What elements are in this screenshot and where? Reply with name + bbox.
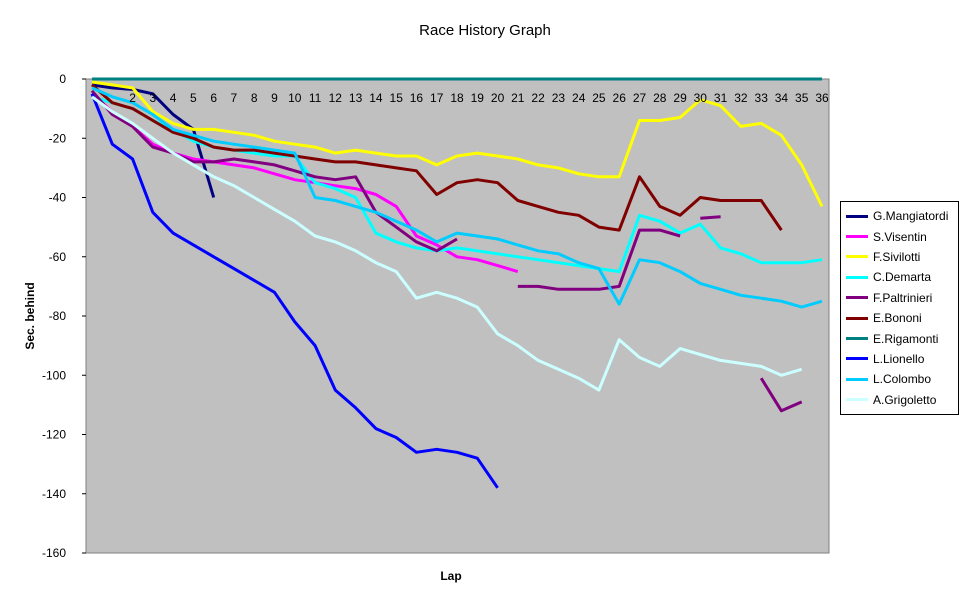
x-tick-label: 17: [430, 91, 444, 105]
legend-label: E.Rigamonti: [873, 331, 939, 346]
legend-item: C.Demarta: [841, 267, 958, 287]
series-layer: [90, 77, 824, 489]
legend-item: G.Mangiatordi: [841, 206, 958, 226]
series-line-l-lionello: [90, 93, 499, 489]
x-tick-label: 34: [775, 91, 789, 105]
x-tick-label: 27: [633, 91, 647, 105]
y-tick-label: -20: [49, 131, 67, 145]
series-line-f-paltrinieri-seg-1: [517, 228, 681, 291]
x-tick-label: 22: [531, 91, 545, 105]
series-line-f-sivilotti: [91, 80, 824, 208]
x-tick-label: 12: [329, 91, 343, 105]
legend-swatch: [846, 398, 868, 402]
legend-label: F.Sivilotti: [873, 249, 921, 264]
legend-label: L.Colombo: [873, 372, 932, 387]
y-tick-label: -80: [49, 309, 67, 323]
legend-swatch: [846, 235, 868, 239]
y-tick-label: 0: [59, 72, 66, 86]
series-line-l-colombo: [91, 86, 823, 309]
y-tick-label: -60: [49, 250, 67, 264]
x-tick-label: 18: [450, 91, 464, 105]
legend-label: S.Visentin: [873, 229, 927, 244]
legend-swatch: [846, 214, 868, 218]
legend-item: S.Visentin: [841, 226, 958, 246]
legend-item: F.Paltrinieri: [841, 288, 958, 308]
x-tick-label: 11: [309, 91, 322, 105]
x-tick-label: 15: [390, 91, 404, 105]
x-tick-label: 3: [149, 91, 156, 105]
legend-item: E.Rigamonti: [841, 328, 958, 348]
y-tick-label: -160: [42, 546, 66, 560]
x-tick-label: 7: [231, 91, 238, 105]
x-tick-label: 16: [410, 91, 424, 105]
x-tick-label: 35: [795, 91, 809, 105]
y-tick-label: -120: [42, 428, 66, 442]
x-tick-label: 4: [170, 91, 177, 105]
x-tick-label: 9: [271, 91, 278, 105]
series-line-f-paltrinieri-seg-3: [759, 377, 803, 413]
legend-item: F.Sivilotti: [841, 247, 958, 267]
legend-swatch: [846, 357, 868, 361]
x-tick-label: 6: [210, 91, 217, 105]
x-tick-label: 26: [613, 91, 627, 105]
y-axis-label: Sec. behind: [23, 282, 37, 349]
x-tick-label: 33: [755, 91, 769, 105]
legend-swatch: [846, 316, 868, 320]
chart-title: Race History Graph: [419, 22, 551, 39]
x-tick-label: 19: [471, 91, 485, 105]
legend-item: L.Colombo: [841, 369, 958, 389]
x-tick-label: 31: [714, 91, 728, 105]
legend-label: E.Bononi: [873, 311, 922, 326]
x-tick-label: 25: [592, 91, 606, 105]
x-tick-labels: 2 3 4 5 6 7 8 9 10 11 12 13 14 15 16 17 18 19 20 21 22 23 24 25…: [129, 91, 829, 105]
x-tick-label: 32: [734, 91, 748, 105]
series-line-f-paltrinieri-seg-0: [90, 89, 458, 253]
legend-item: A.Grigoletto: [841, 390, 958, 410]
x-tick-label: 8: [251, 91, 258, 105]
legend-label: L.Lionello: [873, 351, 925, 366]
x-tick-label: 5: [190, 91, 197, 105]
x-axis-label: Lap: [440, 569, 461, 583]
x-tick-label: 2: [129, 91, 136, 105]
legend-swatch: [846, 255, 868, 259]
legend-swatch: [846, 377, 868, 381]
legend-swatch: [846, 275, 868, 279]
legend-item: L.Lionello: [841, 349, 958, 369]
legend-label: A.Grigoletto: [873, 392, 937, 407]
x-tick-label: 36: [815, 91, 829, 105]
legend-label: G.Mangiatordi: [873, 209, 949, 224]
legend: G.Mangiatordi S.Visentin F.Sivilotti C.Dema…: [840, 201, 959, 415]
y-tick-label: -140: [42, 487, 66, 501]
x-tick-label: 30: [694, 91, 708, 105]
x-tick-label: 10: [288, 91, 302, 105]
legend-swatch: [846, 337, 868, 341]
x-tick-label: 13: [349, 91, 363, 105]
y-tick-label: -100: [42, 368, 66, 382]
x-tick-label: 21: [511, 91, 525, 105]
y-tick-labels: 0 -20 -40 -60 -80 -100 -120 -140 -160: [42, 72, 86, 560]
series-line-a-grigoletto: [91, 95, 803, 392]
x-tick-label: 28: [653, 91, 667, 105]
series-line-f-paltrinieri-seg-2: [700, 215, 721, 220]
legend-item: E.Bononi: [841, 308, 958, 328]
x-tick-label: 20: [491, 91, 505, 105]
plot-area: [85, 78, 830, 554]
y-tick-label: -40: [49, 191, 67, 205]
legend-label: C.Demarta: [873, 270, 932, 285]
x-tick-label: 29: [673, 91, 687, 105]
series-line-e-bononi: [91, 83, 783, 232]
x-tick-label: 14: [369, 91, 383, 105]
x-tick-label: 24: [572, 91, 586, 105]
x-tick-label: 23: [552, 91, 566, 105]
legend-label: F.Paltrinieri: [873, 290, 933, 305]
legend-swatch: [846, 296, 868, 300]
